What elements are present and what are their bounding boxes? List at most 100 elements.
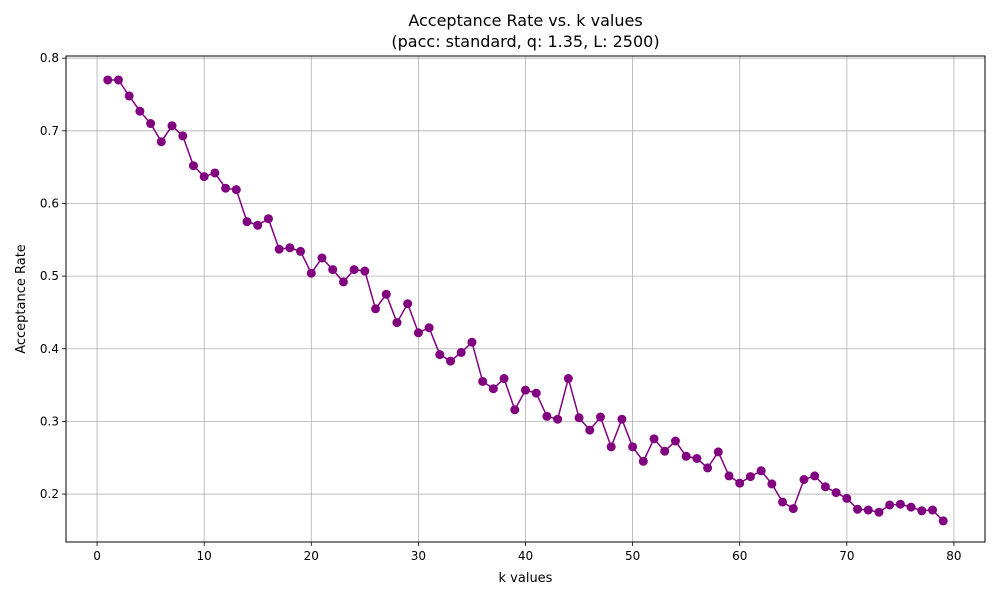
data-point <box>435 350 445 360</box>
data-point <box>306 268 316 278</box>
data-point <box>831 488 841 498</box>
x-axis-ticks: 0 10 20 30 40 50 60 70 80 <box>93 542 962 563</box>
data-point <box>188 161 198 171</box>
data-point <box>938 516 948 526</box>
data-point <box>660 446 670 456</box>
data-point <box>210 168 220 178</box>
data-point <box>681 451 691 461</box>
data-point <box>231 185 241 195</box>
data-point <box>146 119 156 129</box>
data-point <box>617 414 627 424</box>
y-axis-ticks: 0.2 0.3 0.4 0.5 0.6 0.7 0.8 <box>40 51 66 501</box>
data-point <box>853 504 863 514</box>
x-tick-label: 50 <box>625 549 640 563</box>
data-point <box>371 304 381 314</box>
data-point <box>349 265 359 275</box>
data-point <box>199 172 209 182</box>
data-point <box>381 289 391 299</box>
data-point <box>338 277 348 287</box>
data-point <box>778 497 788 507</box>
y-tick-label: 0.6 <box>40 196 59 210</box>
data-point <box>767 479 777 489</box>
data-point <box>595 412 605 422</box>
data-point <box>788 504 798 514</box>
data-point <box>499 374 509 384</box>
data-point <box>135 106 145 116</box>
data-point <box>285 243 295 253</box>
data-point <box>360 266 370 276</box>
data-point <box>296 246 306 256</box>
data-point <box>467 337 477 347</box>
data-point <box>756 466 766 476</box>
data-point <box>638 456 648 466</box>
data-point <box>863 505 873 515</box>
data-point <box>563 374 573 384</box>
data-point <box>113 75 123 85</box>
data-point <box>531 388 541 398</box>
y-tick-label: 0.5 <box>40 269 59 283</box>
data-point <box>585 425 595 435</box>
data-point <box>156 137 166 147</box>
x-axis-label: k values <box>499 571 553 586</box>
data-point <box>885 500 895 510</box>
data-point <box>478 376 488 386</box>
data-point <box>510 405 520 415</box>
data-point <box>413 328 423 338</box>
data-point <box>606 442 616 452</box>
data-point <box>917 506 927 516</box>
data-point <box>178 131 188 141</box>
data-point <box>167 121 177 131</box>
data-point <box>670 436 680 446</box>
data-point <box>103 75 113 85</box>
y-tick-label: 0.7 <box>40 124 59 138</box>
x-tick-label: 40 <box>518 549 533 563</box>
y-axis-label: Acceptance Rate <box>14 244 29 354</box>
data-point <box>124 91 134 101</box>
data-point <box>906 502 916 512</box>
data-point <box>456 347 466 357</box>
x-tick-label: 20 <box>304 549 319 563</box>
data-point <box>553 414 563 424</box>
data-point <box>574 413 584 423</box>
data-point <box>392 318 402 328</box>
data-point <box>649 434 659 444</box>
chart-subtitle: (pacc: standard, q: 1.35, L: 2500) <box>391 32 659 51</box>
data-points <box>103 75 948 526</box>
data-point <box>274 244 284 254</box>
y-tick-label: 0.2 <box>40 487 59 501</box>
data-point <box>446 356 456 366</box>
data-point <box>703 463 713 473</box>
data-point <box>253 220 263 230</box>
data-point <box>928 505 938 515</box>
y-tick-label: 0.3 <box>40 414 59 428</box>
x-tick-label: 60 <box>732 549 747 563</box>
data-point <box>263 214 273 224</box>
data-point <box>242 217 252 227</box>
x-tick-label: 0 <box>93 549 101 563</box>
data-point <box>842 493 852 503</box>
data-point <box>317 253 327 263</box>
x-tick-label: 10 <box>197 549 212 563</box>
y-tick-label: 0.4 <box>40 342 59 356</box>
data-point <box>874 507 884 517</box>
data-point <box>820 482 830 492</box>
data-point <box>745 472 755 482</box>
data-point <box>521 385 530 395</box>
data-point <box>692 453 702 463</box>
data-point <box>403 299 413 309</box>
data-point <box>895 499 905 509</box>
data-point <box>628 442 638 452</box>
data-point <box>724 471 734 481</box>
data-point <box>810 471 820 481</box>
data-point <box>221 183 231 193</box>
data-point <box>328 265 338 275</box>
y-tick-label: 0.8 <box>40 51 59 65</box>
data-point <box>799 475 809 485</box>
data-point <box>735 478 745 488</box>
chart-title: Acceptance Rate vs. k values <box>408 11 642 30</box>
x-tick-label: 70 <box>839 549 854 563</box>
data-point <box>424 323 434 333</box>
x-tick-label: 80 <box>946 549 961 563</box>
data-point <box>488 384 498 394</box>
